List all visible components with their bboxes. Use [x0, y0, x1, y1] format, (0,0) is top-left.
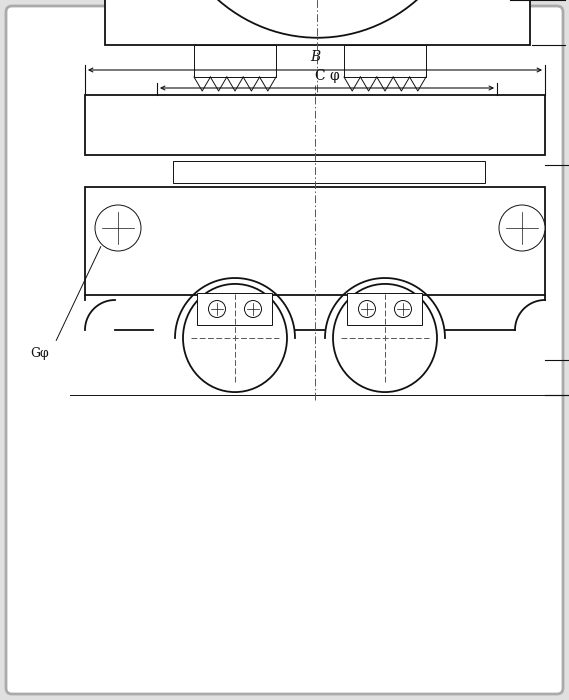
Circle shape	[499, 205, 545, 251]
Bar	[348, 293, 423, 325]
Circle shape	[208, 300, 225, 318]
Text: Gφ: Gφ	[30, 346, 49, 360]
Circle shape	[245, 300, 262, 318]
Text: B: B	[310, 50, 320, 64]
Bar	[85, 95, 545, 155]
Bar	[344, 45, 426, 77]
FancyBboxPatch shape	[6, 6, 563, 694]
Bar	[173, 161, 485, 183]
Circle shape	[95, 205, 141, 251]
Text: C φ: C φ	[315, 69, 339, 83]
Bar	[194, 45, 276, 77]
Ellipse shape	[183, 284, 287, 392]
Bar	[197, 293, 273, 325]
Ellipse shape	[333, 284, 437, 392]
Bar	[105, 0, 530, 45]
Circle shape	[358, 300, 376, 318]
Bar	[85, 187, 545, 295]
Circle shape	[394, 300, 411, 318]
Ellipse shape	[163, 0, 472, 38]
